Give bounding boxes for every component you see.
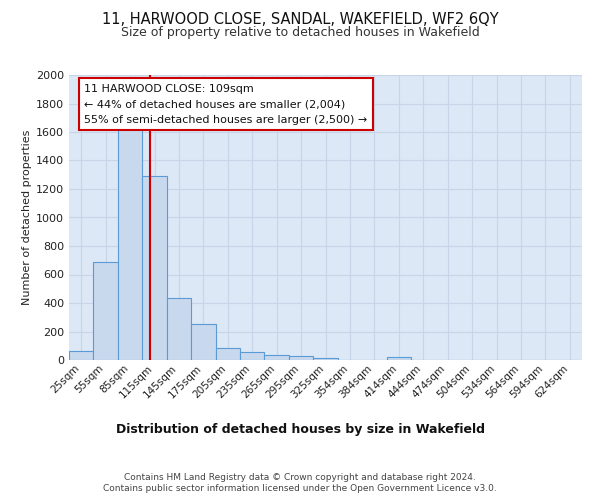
Bar <box>167 298 191 360</box>
Bar <box>313 358 338 360</box>
Text: Contains public sector information licensed under the Open Government Licence v3: Contains public sector information licen… <box>103 484 497 493</box>
Text: 11 HARWOOD CLOSE: 109sqm
← 44% of detached houses are smaller (2,004)
55% of sem: 11 HARWOOD CLOSE: 109sqm ← 44% of detach… <box>85 84 368 124</box>
Bar <box>265 355 289 360</box>
Bar <box>142 176 167 360</box>
Text: Size of property relative to detached houses in Wakefield: Size of property relative to detached ho… <box>121 26 479 39</box>
Bar <box>240 352 265 360</box>
Y-axis label: Number of detached properties: Number of detached properties <box>22 130 32 305</box>
Text: Distribution of detached houses by size in Wakefield: Distribution of detached houses by size … <box>115 422 485 436</box>
Bar <box>386 357 411 360</box>
Bar <box>215 348 240 360</box>
Bar <box>118 126 142 360</box>
Bar <box>289 356 313 360</box>
Text: 11, HARWOOD CLOSE, SANDAL, WAKEFIELD, WF2 6QY: 11, HARWOOD CLOSE, SANDAL, WAKEFIELD, WF… <box>101 12 499 28</box>
Bar <box>191 324 215 360</box>
Text: Contains HM Land Registry data © Crown copyright and database right 2024.: Contains HM Land Registry data © Crown c… <box>124 472 476 482</box>
Bar <box>69 350 94 360</box>
Bar <box>94 262 118 360</box>
